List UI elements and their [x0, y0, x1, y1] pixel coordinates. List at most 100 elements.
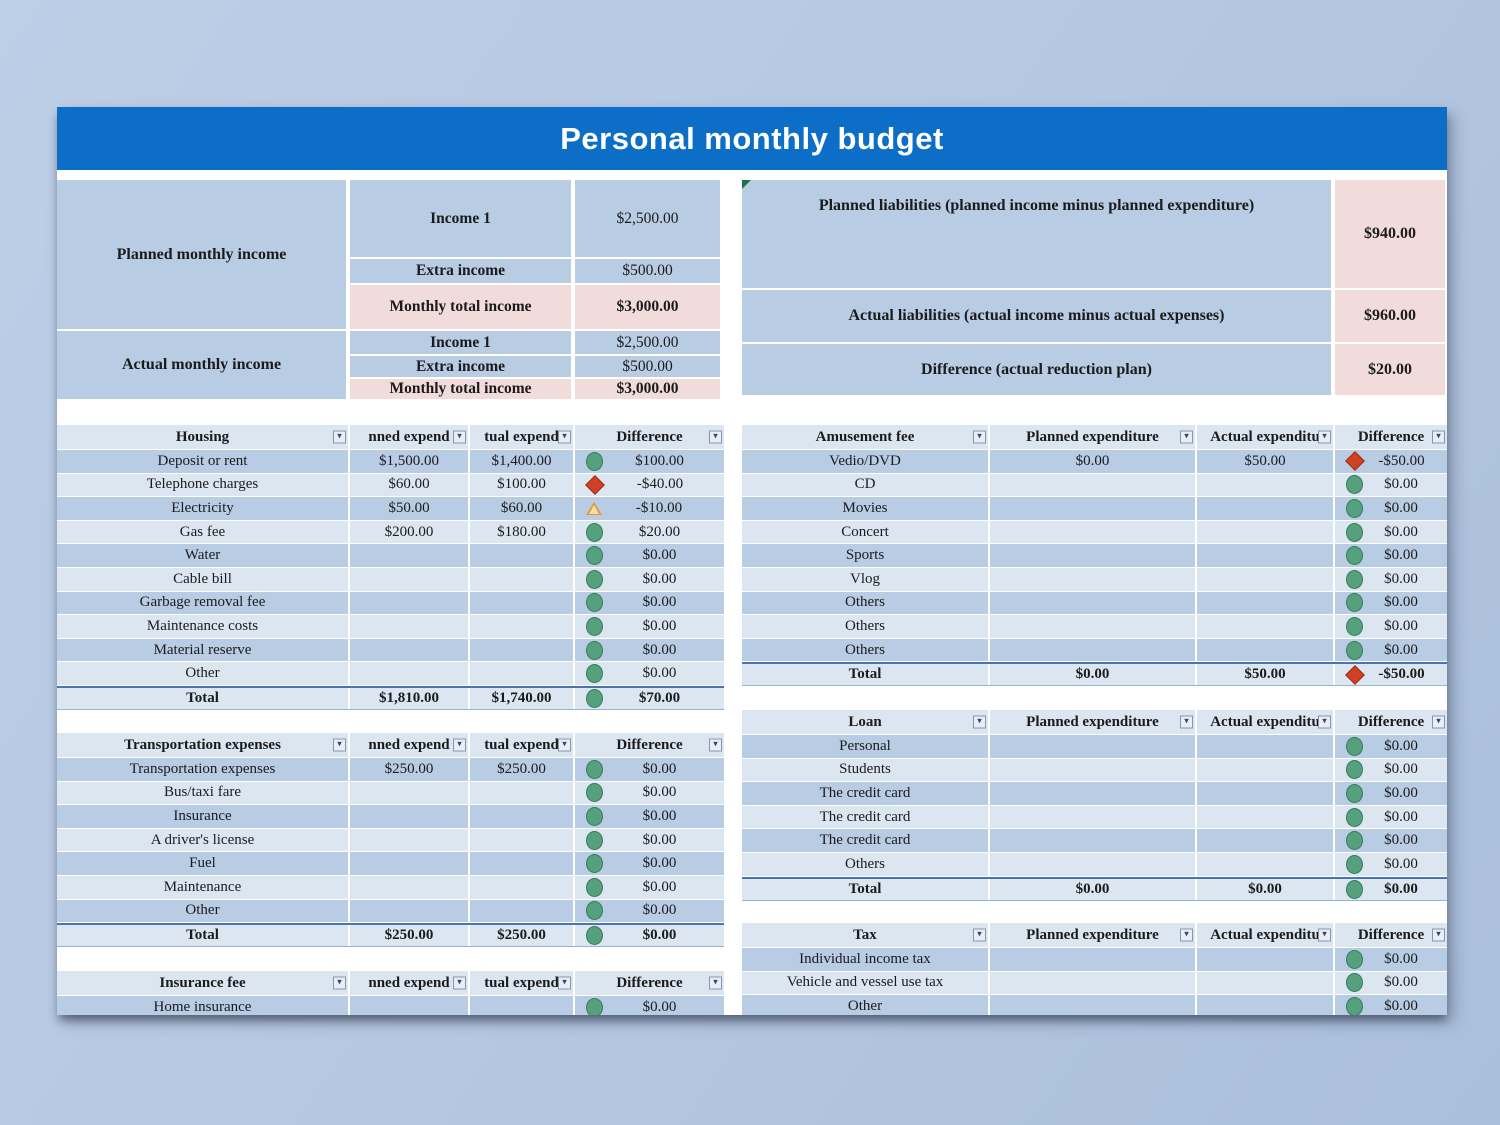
category-cell[interactable]: Vlog — [742, 567, 990, 591]
difference-value-cell[interactable]: $20.00 — [1335, 344, 1447, 395]
filter-button[interactable]: ▾ — [973, 715, 986, 729]
difference-cell[interactable]: $0.00 — [575, 615, 724, 638]
income-name-cell[interactable]: Income 1 — [350, 331, 573, 354]
filter-button[interactable]: ▾ — [973, 430, 986, 444]
difference-cell[interactable]: $0.00 — [1335, 497, 1447, 520]
income-total-name-cell[interactable]: Monthly total income — [350, 379, 573, 399]
income-total-value-cell[interactable]: $3,000.00 — [575, 379, 722, 399]
planned-cell[interactable] — [990, 948, 1197, 971]
category-cell[interactable]: Garbage removal fee — [57, 591, 350, 615]
category-cell[interactable]: Vedio/DVD — [742, 450, 990, 473]
planned-cell[interactable] — [350, 828, 470, 852]
income-total-name-cell[interactable]: Monthly total income — [350, 285, 573, 329]
planned-cell[interactable]: $250.00 — [350, 758, 470, 781]
difference-cell[interactable]: $0.00 — [1335, 853, 1447, 876]
category-cell[interactable]: The credit card — [742, 805, 990, 829]
difference-cell[interactable]: $0.00 — [575, 662, 724, 685]
planned-cell[interactable] — [990, 805, 1197, 829]
difference-cell[interactable]: $70.00 — [575, 688, 724, 709]
actual-cell[interactable] — [1197, 829, 1335, 852]
actual-cell[interactable] — [1197, 758, 1335, 782]
category-cell[interactable]: Individual income tax — [742, 948, 990, 971]
actual-cell[interactable]: $0.00 — [1197, 878, 1335, 900]
income-value-cell[interactable]: $500.00 — [575, 259, 722, 283]
filter-button[interactable]: ▾ — [558, 976, 571, 990]
actual-cell[interactable]: $1,740.00 — [470, 687, 575, 709]
planned-cell[interactable] — [350, 996, 470, 1015]
income-total-value-cell[interactable]: $3,000.00 — [575, 285, 722, 329]
actual-cell[interactable] — [470, 875, 575, 899]
planned-cell[interactable] — [990, 852, 1197, 876]
category-cell[interactable]: Total — [742, 664, 990, 686]
actual-cell[interactable] — [470, 544, 575, 567]
planned-cell[interactable]: $0.00 — [990, 878, 1197, 900]
actual-cell[interactable] — [1197, 567, 1335, 591]
actual-cell[interactable]: $180.00 — [470, 520, 575, 544]
actual-cell[interactable] — [470, 899, 575, 923]
income-name-cell[interactable]: Income 1 — [350, 180, 573, 257]
filter-button[interactable]: ▾ — [1318, 928, 1331, 942]
income-value-cell[interactable]: $500.00 — [575, 356, 722, 377]
filter-button[interactable]: ▾ — [1318, 715, 1331, 729]
planned-income-label-cell[interactable]: Planned monthly income — [57, 180, 348, 329]
category-cell[interactable]: Deposit or rent — [57, 450, 350, 473]
planned-cell[interactable] — [350, 567, 470, 591]
category-cell[interactable]: Electricity — [57, 497, 350, 520]
actual-cell[interactable] — [1197, 520, 1335, 544]
filter-button[interactable]: ▾ — [558, 738, 571, 752]
actual-cell[interactable] — [470, 805, 575, 828]
actual-cell[interactable] — [470, 638, 575, 662]
category-cell[interactable]: Others — [742, 638, 990, 662]
category-cell[interactable]: Personal — [742, 735, 990, 758]
category-cell[interactable]: Water — [57, 544, 350, 567]
category-cell[interactable]: Movies — [742, 497, 990, 520]
planned-cell[interactable]: $1,500.00 — [350, 450, 470, 473]
income-name-cell[interactable]: Extra income — [350, 259, 573, 283]
filter-button[interactable]: ▾ — [453, 976, 466, 990]
filter-button[interactable]: ▾ — [709, 976, 722, 990]
filter-button[interactable]: ▾ — [709, 738, 722, 752]
actual-cell[interactable] — [470, 567, 575, 591]
difference-cell[interactable]: $0.00 — [1335, 972, 1447, 995]
income-name-cell[interactable]: Extra income — [350, 356, 573, 377]
planned-cell[interactable] — [990, 544, 1197, 567]
difference-cell[interactable]: $0.00 — [575, 592, 724, 615]
actual-cell[interactable] — [470, 591, 575, 615]
filter-button[interactable]: ▾ — [973, 928, 986, 942]
actual-liabilities-label-cell[interactable]: Actual liabilities (actual income minus … — [742, 290, 1333, 342]
filter-button[interactable]: ▾ — [453, 430, 466, 444]
category-cell[interactable]: Transportation expenses — [57, 758, 350, 781]
difference-cell[interactable]: $100.00 — [575, 450, 724, 473]
planned-cell[interactable] — [350, 638, 470, 662]
actual-cell[interactable] — [1197, 995, 1335, 1015]
planned-cell[interactable] — [350, 875, 470, 899]
category-cell[interactable]: Students — [742, 758, 990, 782]
difference-cell[interactable]: $0.00 — [1335, 615, 1447, 638]
difference-cell[interactable]: $0.00 — [575, 639, 724, 662]
planned-liabilities-value-cell[interactable]: $940.00 — [1335, 180, 1447, 288]
category-cell[interactable]: Sports — [742, 544, 990, 567]
actual-cell[interactable]: $50.00 — [1197, 664, 1335, 686]
planned-cell[interactable]: $0.00 — [990, 450, 1197, 473]
filter-button[interactable]: ▾ — [1180, 430, 1193, 444]
difference-label-cell[interactable]: Difference (actual reduction plan) — [742, 344, 1333, 395]
difference-cell[interactable]: $0.00 — [1335, 521, 1447, 544]
category-cell[interactable]: The credit card — [742, 782, 990, 805]
planned-cell[interactable] — [350, 662, 470, 685]
actual-cell[interactable] — [470, 996, 575, 1015]
planned-cell[interactable] — [990, 473, 1197, 497]
actual-cell[interactable] — [1197, 497, 1335, 520]
difference-cell[interactable]: $0.00 — [575, 758, 724, 781]
actual-cell[interactable] — [1197, 615, 1335, 638]
planned-cell[interactable] — [990, 995, 1197, 1015]
actual-cell[interactable] — [470, 852, 575, 875]
category-cell[interactable]: Others — [742, 591, 990, 615]
category-cell[interactable]: Total — [57, 925, 350, 947]
planned-cell[interactable] — [990, 567, 1197, 591]
actual-cell[interactable] — [1197, 948, 1335, 971]
planned-cell[interactable] — [990, 520, 1197, 544]
difference-cell[interactable]: $0.00 — [575, 829, 724, 852]
planned-cell[interactable] — [350, 544, 470, 567]
category-cell[interactable]: Bus/taxi fare — [57, 781, 350, 805]
planned-cell[interactable] — [990, 758, 1197, 782]
